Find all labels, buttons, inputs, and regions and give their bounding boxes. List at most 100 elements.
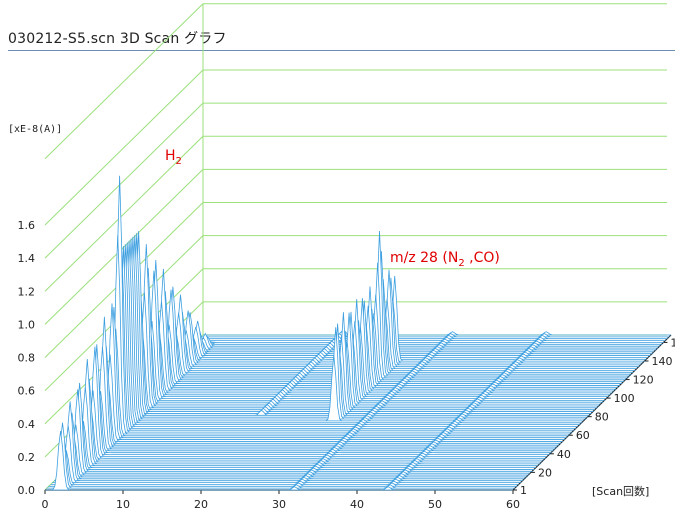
grid-diagonal bbox=[44, 102, 204, 259]
scan-trace bbox=[121, 231, 593, 414]
scan-trace bbox=[158, 262, 628, 379]
x-tick-label: 40 bbox=[350, 498, 364, 511]
scan-trace bbox=[110, 242, 581, 426]
scan-trace bbox=[48, 441, 518, 487]
scan-trace bbox=[112, 240, 583, 424]
scan-trace bbox=[83, 390, 555, 452]
scan-trace bbox=[89, 346, 560, 446]
scan-trace bbox=[149, 291, 619, 388]
grid-diagonal bbox=[44, 3, 204, 160]
scan-trace bbox=[175, 275, 646, 362]
z-tick-label: 160 bbox=[670, 336, 675, 349]
chart-labels: 0 10 20 30 40 50 60 0.0 0.2 0.4 0.6 0.8 1.0 1.2 1.4 1.6… bbox=[8, 124, 675, 511]
scan-trace bbox=[109, 244, 578, 427]
scan-trace bbox=[56, 412, 525, 480]
scan-trace bbox=[82, 382, 552, 454]
scan-trace bbox=[126, 330, 595, 411]
scan-trace bbox=[182, 329, 654, 355]
z-axis-label: [Scan回数] bbox=[592, 485, 649, 498]
scan-trace bbox=[191, 335, 660, 347]
scan-trace bbox=[102, 175, 574, 433]
y-tick-label: 1.6 bbox=[18, 219, 36, 232]
x-tick-label: 30 bbox=[272, 498, 286, 511]
z-tick-label: 20 bbox=[538, 466, 552, 479]
scan-trace bbox=[53, 401, 524, 482]
h2-peak-annotation: H2 bbox=[165, 148, 182, 167]
scan-trace bbox=[194, 336, 665, 343]
y-tick-label: 0.2 bbox=[18, 451, 36, 464]
scan-trace bbox=[138, 270, 607, 399]
scan-trace bbox=[127, 292, 598, 409]
z-tick-label: 140 bbox=[652, 355, 673, 368]
z-tick-label: 40 bbox=[557, 448, 571, 461]
scan-trace bbox=[85, 346, 557, 450]
scan-trace bbox=[95, 303, 565, 441]
scan-trace bbox=[91, 380, 562, 444]
scan-trace bbox=[147, 268, 617, 390]
scan-trace bbox=[105, 248, 575, 431]
scan-trace bbox=[198, 333, 668, 340]
scan-trace bbox=[174, 298, 643, 364]
scan-trace bbox=[62, 382, 534, 472]
back-wall-grid bbox=[44, 3, 667, 491]
y-tick-label: 1.0 bbox=[18, 318, 36, 331]
scan-trace bbox=[116, 236, 587, 420]
scan-trace bbox=[94, 354, 563, 442]
scan-trace bbox=[142, 298, 614, 394]
grid-diagonal bbox=[44, 169, 204, 325]
scan-trace bbox=[79, 344, 551, 455]
scan-trace bbox=[161, 251, 633, 375]
scan-trace bbox=[97, 306, 567, 439]
scan-trace bbox=[186, 337, 657, 351]
scan-trace bbox=[197, 335, 666, 342]
grid-diagonal bbox=[44, 135, 204, 292]
scan-trace bbox=[121, 233, 590, 416]
scan-trace bbox=[185, 339, 654, 353]
scan-trace bbox=[145, 300, 615, 392]
scan-trace bbox=[159, 230, 631, 377]
y-tick-label: 1.2 bbox=[18, 285, 36, 298]
scan-trace bbox=[76, 390, 547, 459]
scan-trace bbox=[132, 267, 601, 405]
title-divider bbox=[8, 50, 675, 51]
scan-trace bbox=[192, 338, 663, 345]
scan-trace bbox=[46, 422, 516, 489]
scan-trace bbox=[181, 320, 652, 356]
y-tick-label: 0.4 bbox=[18, 418, 36, 431]
scan-trace bbox=[135, 320, 606, 401]
z-tick-label: 80 bbox=[595, 411, 609, 424]
z-tick-label: 100 bbox=[614, 392, 635, 405]
scan-trace bbox=[50, 450, 519, 485]
scan-trace bbox=[101, 235, 571, 435]
scan-trace bbox=[153, 309, 622, 385]
scan-trace bbox=[188, 332, 659, 349]
scan-trace bbox=[107, 246, 577, 429]
scan-trace bbox=[156, 286, 627, 381]
scan-trace bbox=[67, 421, 536, 469]
scan-trace bbox=[69, 387, 538, 467]
scan-trace bbox=[164, 279, 634, 373]
x-tick-label: 20 bbox=[194, 498, 208, 511]
scan-trace bbox=[123, 289, 595, 413]
scan-trace bbox=[59, 424, 530, 476]
scan-trace bbox=[169, 269, 640, 368]
scan-trace bbox=[151, 286, 621, 386]
scan-trace bbox=[178, 337, 647, 360]
scan-trace bbox=[200, 331, 670, 338]
scan-trace bbox=[141, 306, 611, 396]
x-tick-label: 60 bbox=[506, 498, 520, 511]
z-tick-label: 120 bbox=[633, 374, 654, 387]
scan-trace bbox=[172, 277, 641, 366]
scan-trace bbox=[129, 244, 600, 407]
scan-trace bbox=[99, 328, 569, 437]
scan-trace bbox=[115, 238, 584, 422]
scan-traces bbox=[45, 175, 671, 491]
x-tick-label: 0 bbox=[42, 498, 49, 511]
scan-trace bbox=[203, 329, 671, 336]
scan-trace bbox=[168, 298, 637, 370]
scan-trace bbox=[118, 234, 589, 418]
scan-trace bbox=[133, 323, 604, 403]
window-title: 030212-S5.scn 3D Scan グラフ bbox=[8, 31, 227, 47]
y-tick-label: 0.8 bbox=[18, 352, 36, 365]
